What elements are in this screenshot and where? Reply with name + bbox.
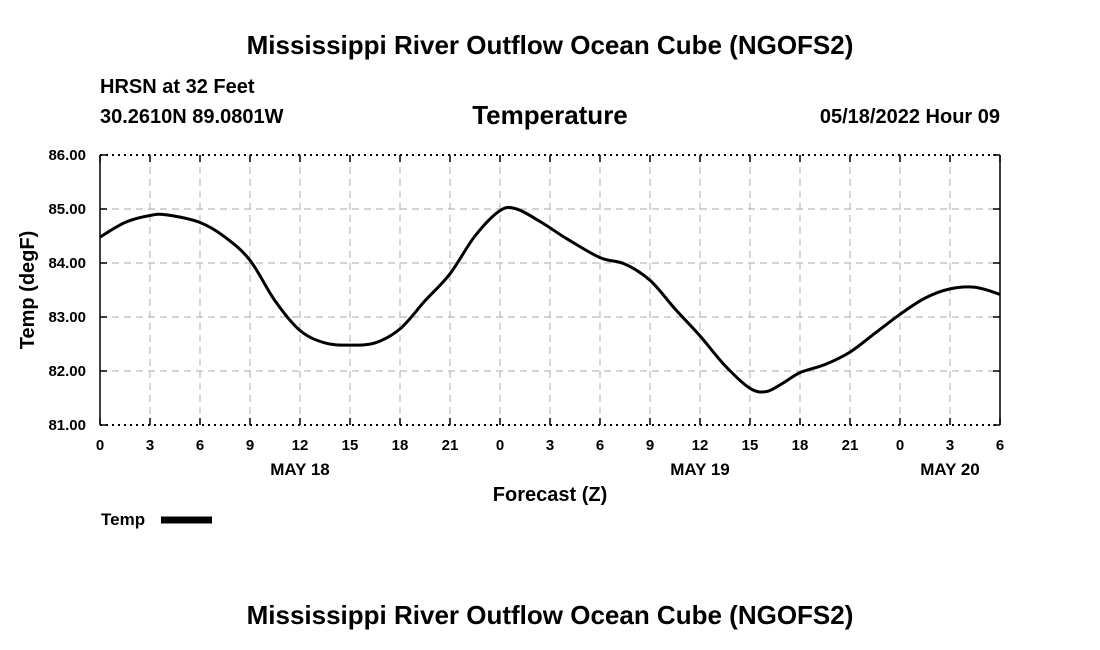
x-tick-label: 0 <box>96 437 104 454</box>
legend: Temp <box>101 510 212 529</box>
x-tick-label: 6 <box>996 437 1004 454</box>
y-tick-label: 82.00 <box>48 363 86 380</box>
y-tick-label: 84.00 <box>48 255 86 272</box>
day-label: MAY 20 <box>920 460 980 479</box>
x-tick-label: 15 <box>342 437 359 454</box>
series-layer <box>99 205 1001 394</box>
x-tick-label: 9 <box>646 437 654 454</box>
page-title: Mississippi River Outflow Ocean Cube (NG… <box>246 30 854 60</box>
x-tick-label: 0 <box>896 437 904 454</box>
x-tick-label: 12 <box>292 437 309 454</box>
y-tick-label: 83.00 <box>48 309 86 326</box>
x-tick-label: 18 <box>392 437 409 454</box>
axis-ticks <box>99 154 1001 426</box>
y-tick-label: 81.00 <box>48 417 86 434</box>
x-tick-label: 3 <box>546 437 554 454</box>
x-axis-title: Forecast (Z) <box>493 484 607 506</box>
grid-lines <box>100 155 1000 425</box>
day-label: MAY 19 <box>670 460 730 479</box>
chart-title: Temperature <box>472 100 628 130</box>
x-tick-label: 9 <box>246 437 254 454</box>
y-tick-label: 86.00 <box>48 147 86 164</box>
x-tick-label: 18 <box>792 437 809 454</box>
legend-label: Temp <box>101 510 145 529</box>
station-label: HRSN at 32 Feet <box>100 76 255 98</box>
x-tick-label: 6 <box>196 437 204 454</box>
x-tick-label: 3 <box>946 437 954 454</box>
bottom-title: Mississippi River Outflow Ocean Cube (NG… <box>246 600 854 630</box>
day-label: MAY 18 <box>270 460 330 479</box>
y-tick-label: 85.00 <box>48 201 86 218</box>
x-tick-label: 3 <box>146 437 154 454</box>
x-tick-label: 15 <box>742 437 759 454</box>
x-tick-label: 0 <box>496 437 504 454</box>
x-tick-label: 12 <box>692 437 709 454</box>
axis-labels: 0 3 6 9 12 15 18 21 0 3 6 9 12 15 18 21 0 3 6 81.00 82.00 83.… <box>17 147 1004 506</box>
series-line-temp <box>99 205 1001 394</box>
y-axis-title: Temp (degF) <box>17 231 39 350</box>
x-tick-label: 21 <box>842 437 859 454</box>
forecast-datetime: 05/18/2022 Hour 09 <box>819 106 1000 128</box>
x-tick-label: 21 <box>442 437 459 454</box>
station-coordinates: 30.2610N 89.0801W <box>100 106 284 128</box>
x-tick-label: 6 <box>596 437 604 454</box>
